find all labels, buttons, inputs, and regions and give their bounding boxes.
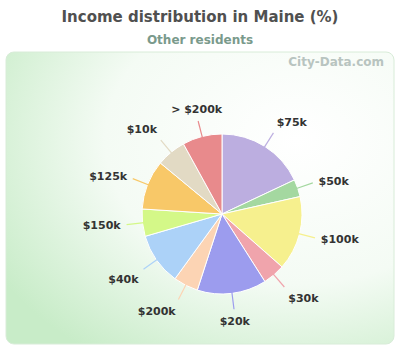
leader-line — [178, 283, 186, 299]
leader-line — [232, 291, 234, 309]
slice-label: $10k — [127, 123, 158, 136]
slice-label: > $200k — [171, 103, 223, 116]
leader-line — [133, 179, 150, 186]
slices — [142, 134, 302, 294]
labels: $75k $50k $100k $30k $20k $200k $40k $150k $125k… — [83, 103, 360, 328]
slice-label: $20k — [220, 315, 251, 328]
leader-line — [143, 259, 158, 269]
leader-line — [296, 183, 313, 189]
chart-root: Income distribution in Maine (%) Other re… — [0, 0, 400, 350]
slice-label: $40k — [108, 273, 139, 286]
slice-label: $200k — [138, 305, 177, 318]
page-bg — [0, 0, 400, 350]
watermark: City-Data.com — [288, 55, 384, 69]
title: Income distribution in Maine (%) — [62, 8, 339, 26]
subtitle: Other residents — [147, 33, 253, 47]
slice-label: $100k — [321, 233, 360, 246]
slice-label: $125k — [89, 170, 128, 183]
leader-line — [264, 133, 274, 148]
leader-line — [273, 273, 285, 287]
leader-line — [127, 223, 145, 225]
slice-label: $150k — [83, 219, 122, 232]
slice — [183, 134, 222, 214]
slice-label: $75k — [277, 116, 308, 129]
leader-line — [198, 121, 202, 138]
slice-label: $50k — [319, 175, 350, 188]
leader-line — [298, 233, 315, 237]
slice-label: $30k — [288, 292, 319, 305]
plot-bg — [6, 52, 394, 344]
leader-line — [161, 140, 172, 154]
